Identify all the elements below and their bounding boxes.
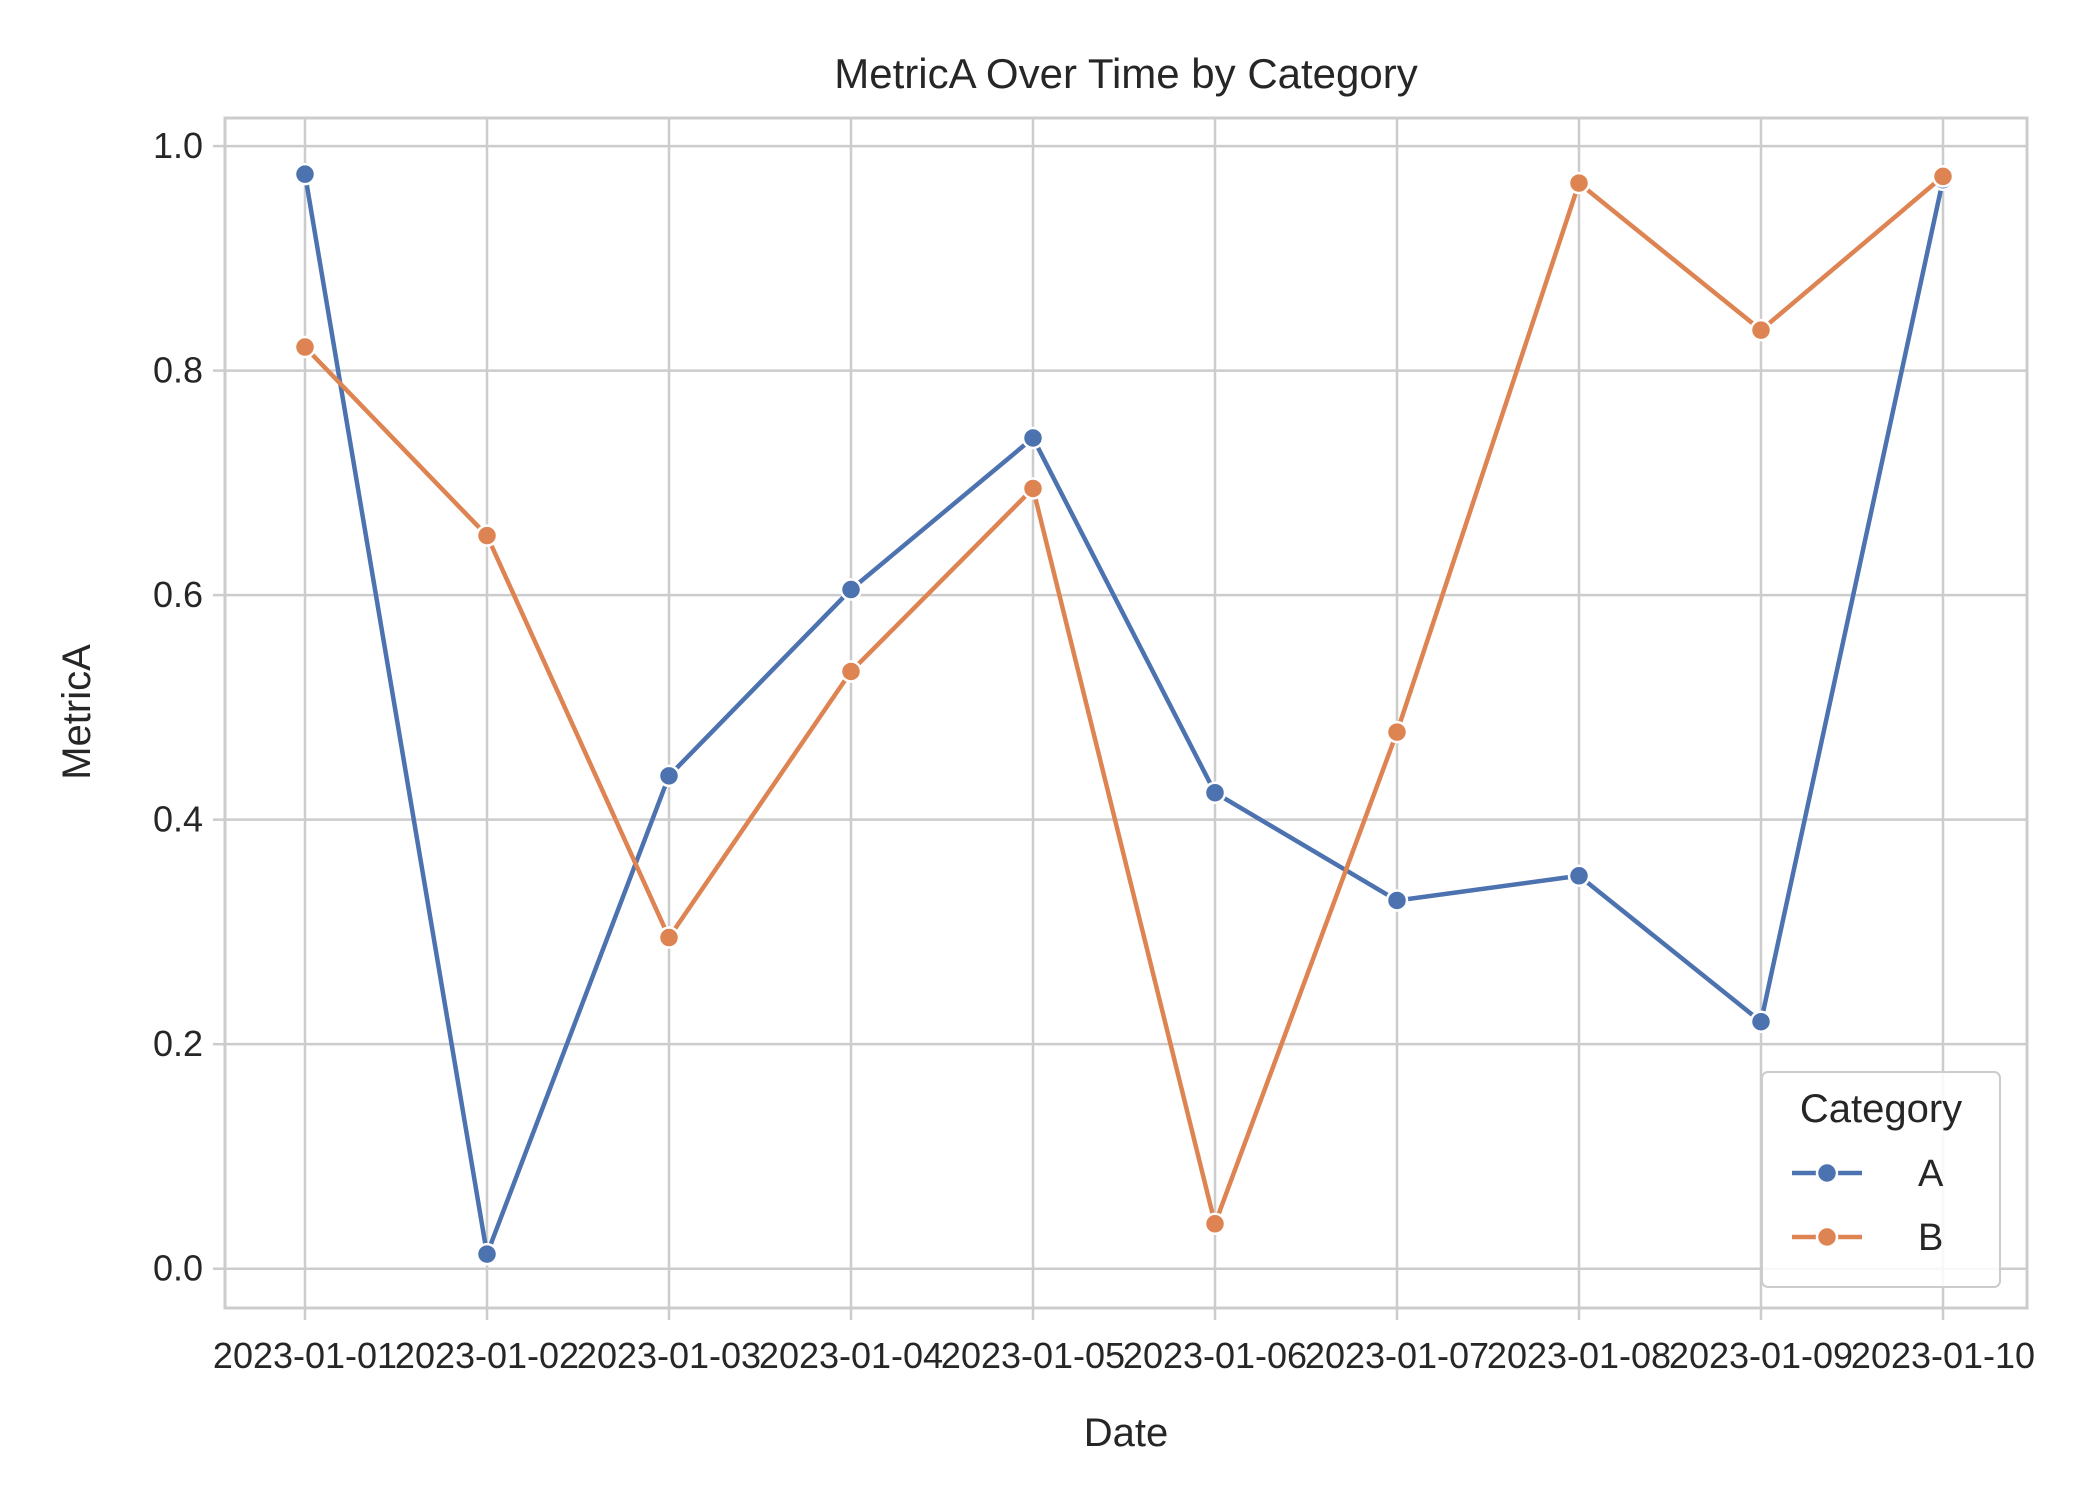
y-tick-label: 0.2 [153,1023,203,1064]
data-point-B [657,926,681,949]
y-tick-label: 1.0 [153,125,203,166]
plot-area [225,118,2027,1308]
data-point-B [1749,318,1773,342]
data-point-B [475,524,499,547]
data-point-B [293,335,317,359]
data-point-A [1203,781,1227,804]
legend-title: Category [1800,1087,1962,1131]
data-point-B [1203,1212,1227,1236]
y-tick-label: 0.0 [153,1248,203,1289]
legend-label: B [1918,1217,1943,1259]
x-tick-label: 2023-01-07 [1305,1335,1489,1376]
data-point-A [1385,889,1409,912]
legend-swatch-marker [1815,1225,1839,1249]
series-line-A [302,171,1946,1257]
data-point-B [1385,720,1409,744]
data-point-B [839,660,863,683]
y-tick-labels: 0.0 0.2 0.4 0.6 0.8 1.0 [153,125,203,1289]
x-tick-label: 2023-01-05 [941,1335,1125,1376]
legend-label: A [1918,1153,1944,1195]
legend-entries: AB [1792,1153,1944,1259]
x-tick-label: 2023-01-06 [1123,1335,1307,1376]
data-point-A [1749,1010,1773,1033]
x-tick-label: 2023-01-02 [395,1335,579,1376]
x-tick-label: 2023-01-09 [1669,1335,1853,1376]
data-point-A [1567,864,1591,888]
x-gridlines [303,118,1945,1320]
data-point-A [293,162,317,186]
data-point-B [1567,171,1591,195]
x-tick-label: 2023-01-03 [577,1335,761,1376]
plot-frame [223,116,2029,1310]
x-tick-label: 2023-01-10 [1851,1335,2035,1376]
legend-entry-A: A [1792,1153,1944,1195]
legend-entry-B: B [1792,1217,1943,1259]
y-tick-label: 0.6 [153,574,203,615]
data-point-A [1021,426,1045,450]
x-tick-label: 2023-01-08 [1487,1335,1671,1376]
x-tick-labels: 2023-01-012023-01-022023-01-032023-01-04… [213,1335,2035,1376]
x-tick-label: 2023-01-04 [759,1335,943,1376]
y-tick-label: 0.8 [153,350,203,391]
y-axis-label: MetricA [55,644,99,780]
series-layer [293,162,1955,1266]
series-line-B [302,174,1946,1227]
data-point-B [1931,165,1955,188]
legend: Category AB [1761,1071,2001,1288]
y-tick-label: 0.4 [153,799,203,840]
x-tick-label: 2023-01-01 [213,1335,397,1376]
series-B [293,165,1955,1236]
data-point-A [657,764,681,788]
y-gridlines [213,144,2027,1270]
x-axis-label: Date [1084,1411,1169,1455]
data-point-A [475,1242,499,1266]
data-point-A [839,578,863,601]
legend-swatch-marker [1815,1161,1839,1185]
chart-title: MetricA Over Time by Category [834,50,1418,97]
series-A [293,162,1955,1266]
data-point-B [1021,477,1045,500]
